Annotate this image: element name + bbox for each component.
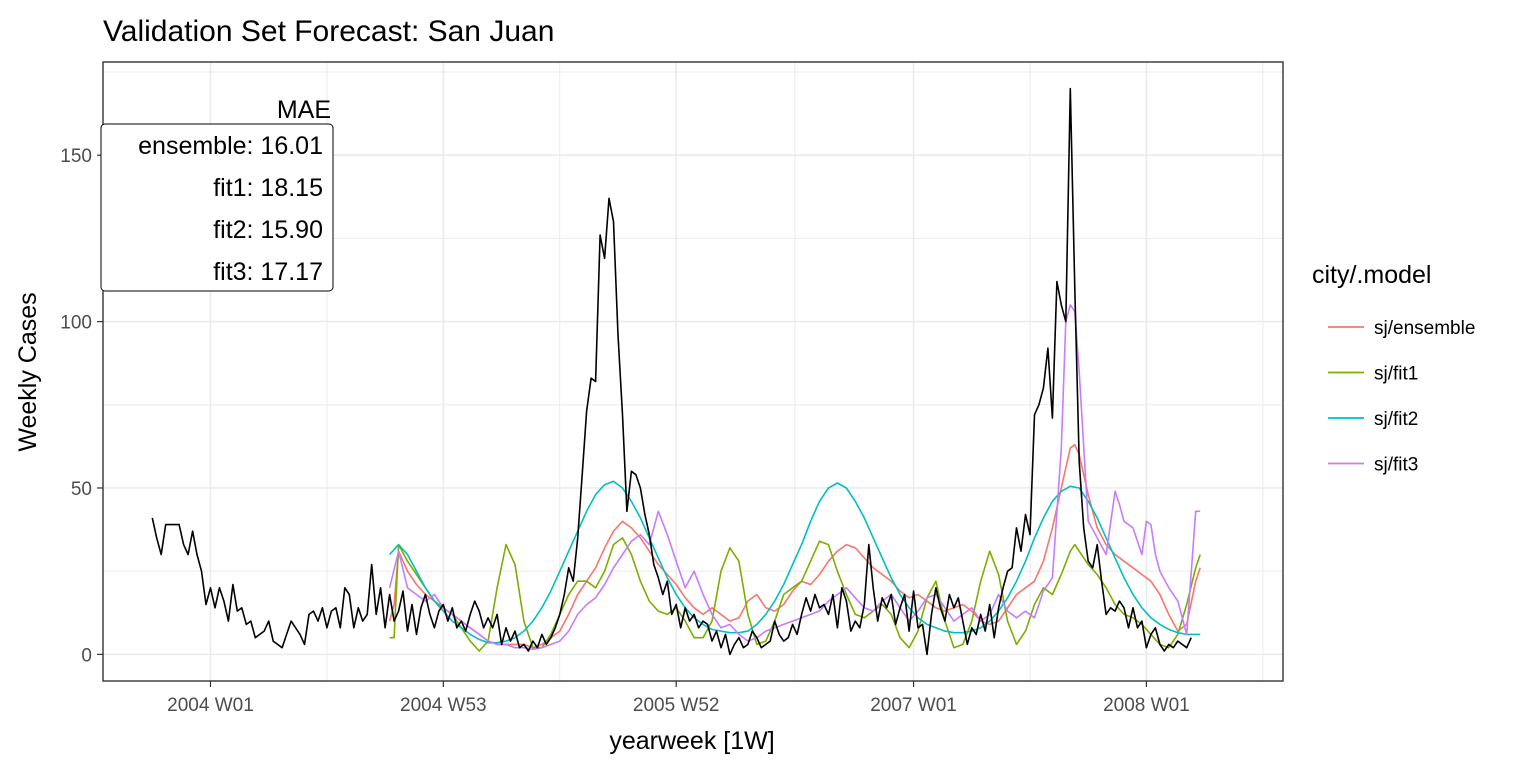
legend-title: city/.model [1312, 261, 1431, 289]
x-tick-label: 2004 W53 [400, 695, 487, 716]
legend-label: sj/fit1 [1374, 364, 1418, 385]
legend: city/.model sj/ensemblesj/fit1sj/fit2sj/… [1312, 261, 1475, 476]
series-line-observed [151, 87, 1192, 656]
mae-fit1: fit1: 18.15 [213, 174, 323, 202]
x-tick-label: 2005 W52 [633, 695, 720, 716]
grid-major [103, 62, 1283, 681]
panel-border [102, 61, 1284, 682]
legend-label: sj/fit3 [1374, 455, 1418, 476]
mae-fit2: fit2: 15.90 [213, 216, 323, 244]
mae-title: MAE [277, 96, 331, 124]
mae-fit3: fit3: 17.17 [213, 258, 323, 286]
legend-items: sj/ensemble sj/fit1 sj/fit2 sj/fit3 [1328, 318, 1475, 476]
y-axis-ticks: 0 50 100 150 [60, 146, 103, 666]
x-tick-label: 2008 W01 [1103, 695, 1190, 716]
x-tick-label: 2007 W01 [870, 695, 957, 716]
series-line-sj-ensemble [388, 443, 1201, 649]
legend-label: sj/fit2 [1374, 409, 1418, 430]
x-axis-title: yearweek [1W] [609, 727, 774, 755]
y-tick-label: 150 [60, 146, 92, 167]
y-tick-label: 100 [60, 313, 92, 334]
mae-ensemble: ensemble: 16.01 [138, 132, 323, 160]
series-line-sj-fit3 [388, 304, 1201, 651]
y-axis-title: Weekly Cases [14, 292, 42, 451]
series-line-sj-fit1 [389, 537, 1201, 652]
mae-box [100, 123, 334, 292]
observed-series [151, 87, 1192, 656]
series-line-sj-fit2 [389, 480, 1201, 644]
y-tick-label: 50 [71, 479, 92, 500]
legend-label: sj/ensemble [1374, 318, 1475, 339]
mae-annotation: MAE ensemble: 16.01 fit1: 18.15 fit2: 15… [100, 96, 334, 292]
forecast-series [388, 304, 1201, 652]
y-tick-label: 0 [81, 645, 92, 666]
x-axis-ticks: 2004 W01 2004 W53 2005 W52 2007 W01 2008 W01 [167, 681, 1190, 716]
x-tick-label: 2004 W01 [167, 695, 254, 716]
chart-title: Validation Set Forecast: San Juan [103, 15, 554, 48]
